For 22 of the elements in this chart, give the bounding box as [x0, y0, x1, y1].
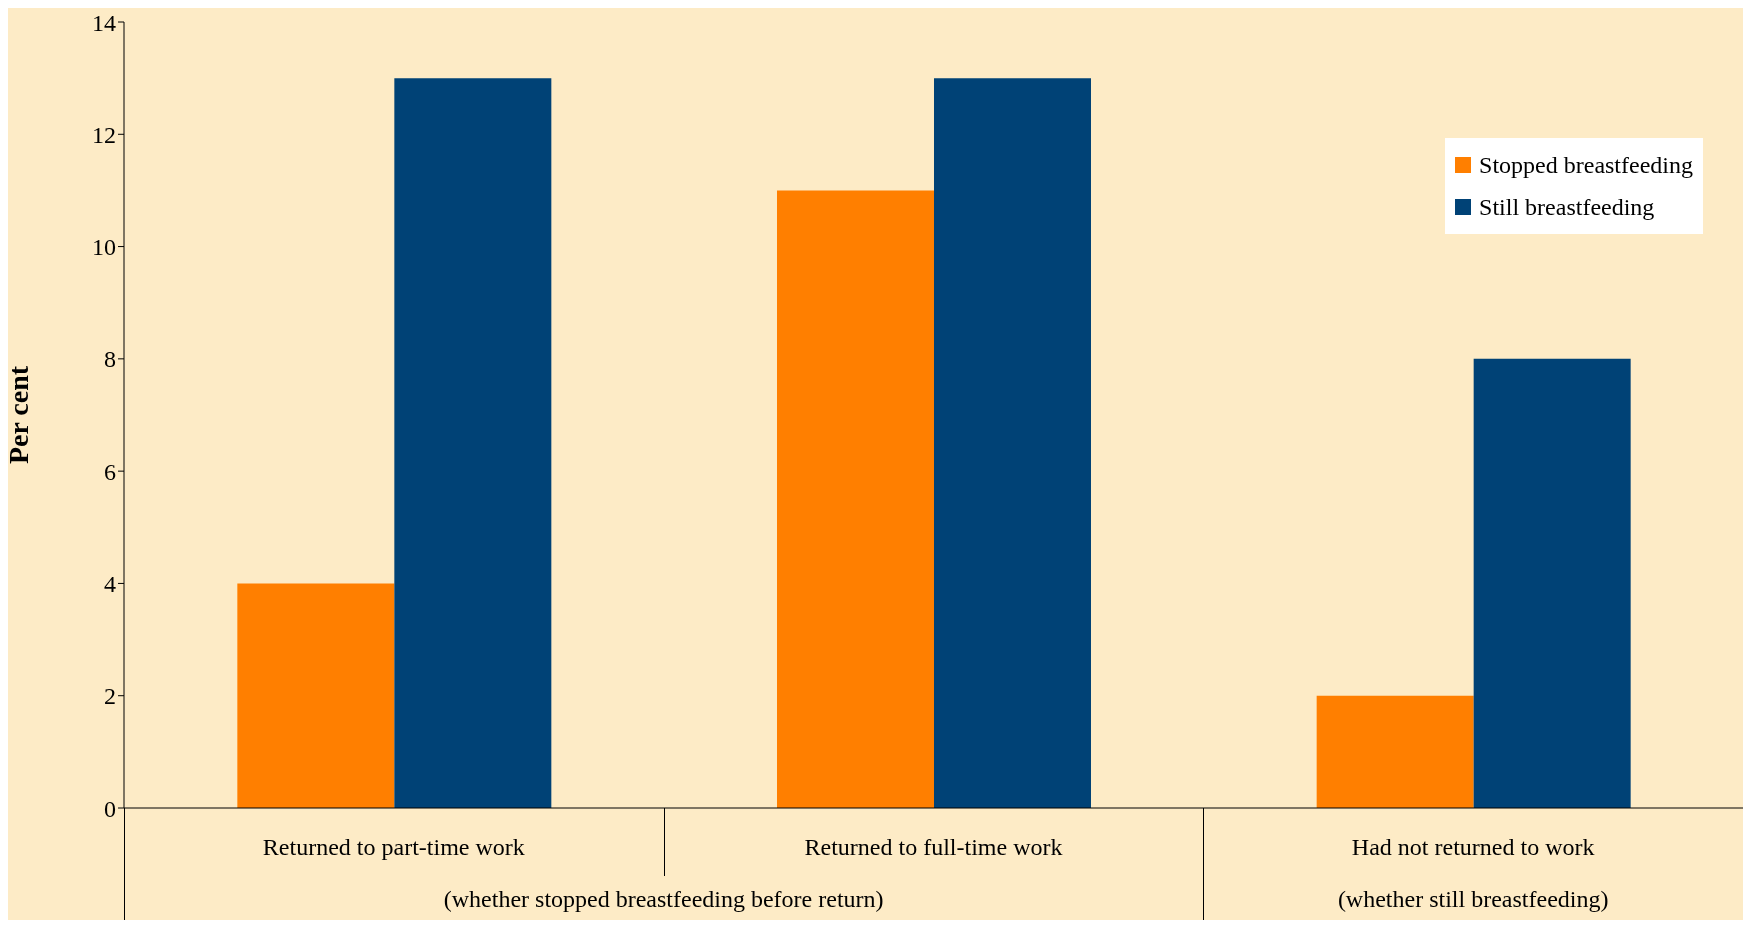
y-axis-title: Per cent — [2, 365, 34, 465]
y-tick-label: 4 — [104, 570, 116, 597]
x-tick-label: Returned to part-time work — [262, 834, 525, 861]
y-tick-label: 2 — [104, 683, 116, 710]
y-tick-label: 8 — [104, 346, 116, 373]
y-tick-label: 0 — [104, 795, 116, 822]
bar — [1473, 358, 1631, 808]
y-tick-label: 6 — [104, 458, 116, 485]
y-tick-label: 10 — [92, 234, 116, 261]
y-tick-label: 12 — [92, 121, 116, 148]
x-tick-label: Returned to full-time work — [804, 834, 1063, 861]
bar — [1316, 695, 1474, 808]
bar — [777, 190, 934, 808]
bar — [237, 583, 395, 808]
y-tick-label: 14 — [92, 9, 116, 36]
legend-label: Stopped breastfeeding — [1478, 151, 1693, 180]
bar — [394, 78, 552, 808]
x-tick-label: Had not returned to work — [1351, 834, 1595, 861]
bar — [934, 78, 1091, 808]
text: (whether still breastfeeding) — [1336, 886, 1610, 913]
text: (whether stopped breastfeeding before return) — [442, 886, 885, 913]
legend-label: Still breastfeeding — [1478, 193, 1656, 222]
